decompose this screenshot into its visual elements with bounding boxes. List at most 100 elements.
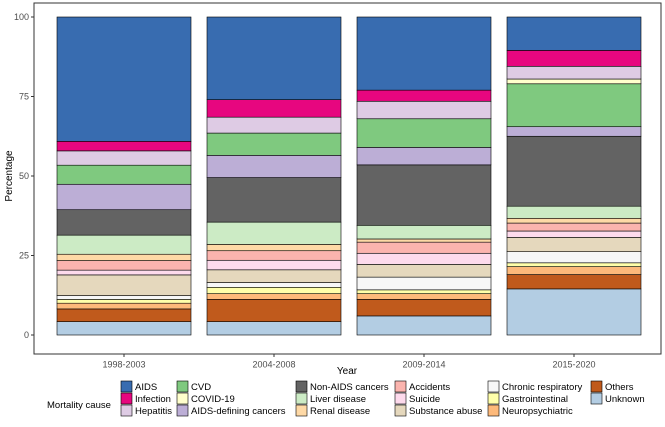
bars-layer <box>56 16 642 336</box>
bar-segment-aids-2015-2020 <box>506 16 642 51</box>
bar-segment-substance-abuse-2009-2014 <box>356 264 492 278</box>
legend-key-aids-defining-cancers <box>176 404 189 417</box>
bar-segment-cvd-2015-2020 <box>506 83 642 128</box>
bar-segment-gastrointestinal-2009-2014 <box>356 289 492 294</box>
bar-segment-unknown-2004-2008 <box>206 321 342 336</box>
legend-label-renal-disease: Renal disease <box>310 406 370 417</box>
y-tick-label: 100 <box>14 12 29 22</box>
legend-key-cvd <box>176 380 189 393</box>
legend-key-accidents <box>394 380 407 393</box>
legend-label-non-aids-cancers: Non-AIDS cancers <box>310 382 389 393</box>
bar-segment-aids-defining-cancers-2015-2020 <box>506 126 642 137</box>
bar-segment-suicide-2015-2020 <box>506 230 642 238</box>
legend-title: Mortality cause <box>47 400 111 411</box>
legend-key-hepatitis <box>120 404 133 417</box>
bar-segment-others-2015-2020 <box>506 274 642 290</box>
bar-segment-neuropsychiatric-2015-2020 <box>506 266 642 275</box>
x-tick-label: 2015-2020 <box>552 359 595 369</box>
y-tick-label: 25 <box>19 251 29 261</box>
bar-segment-infection-2009-2014 <box>356 89 492 102</box>
legend-key-unknown <box>590 392 603 405</box>
bar-segment-non-aids-cancers-2004-2008 <box>206 177 342 223</box>
bar-segment-covid-19-2015-2020 <box>506 78 642 85</box>
legend-label-liver-disease: Liver disease <box>310 394 366 405</box>
legend-key-renal-disease <box>295 404 308 417</box>
bar-segment-renal-disease-2015-2020 <box>506 217 642 224</box>
x-tick-label: 1998-2003 <box>102 359 145 369</box>
bar-segment-aids-2004-2008 <box>206 16 342 100</box>
legend-key-substance-abuse <box>394 404 407 417</box>
legend-label-hepatitis: Hepatitis <box>135 406 172 417</box>
bar-segment-hepatitis-2015-2020 <box>506 65 642 80</box>
legend-label-covid-19: COVID-19 <box>191 394 235 405</box>
legend-label-others: Others <box>605 382 634 393</box>
legend-label-suicide: Suicide <box>409 394 440 405</box>
y-tick-label: 75 <box>19 92 29 102</box>
bar-segment-liver-disease-2004-2008 <box>206 221 342 245</box>
bar-segment-cvd-1998-2003 <box>56 164 192 185</box>
bar-segment-aids-2009-2014 <box>356 16 492 91</box>
legend-key-others <box>590 380 603 393</box>
x-axis: 1998-2003 2004-2008 2009-2014 2015-2020 <box>102 354 596 369</box>
legend-key-liver-disease <box>295 392 308 405</box>
bar-segment-cvd-2009-2014 <box>356 118 492 148</box>
bar-segment-liver-disease-1998-2003 <box>56 234 192 255</box>
bar-segment-hepatitis-2009-2014 <box>356 100 492 120</box>
bar-segment-substance-abuse-1998-2003 <box>56 274 192 296</box>
legend-key-suicide <box>394 392 407 405</box>
y-tick-label: 50 <box>19 171 29 181</box>
bar-segment-accidents-2015-2020 <box>506 222 642 232</box>
bar-segment-cvd-2004-2008 <box>206 132 342 156</box>
bar-segment-accidents-1998-2003 <box>56 260 192 271</box>
bar-segment-unknown-1998-2003 <box>56 321 192 336</box>
bar-segment-liver-disease-2009-2014 <box>356 224 492 240</box>
bar-segment-suicide-2004-2008 <box>206 259 342 271</box>
legend-label-substance-abuse: Substance abuse <box>409 406 482 417</box>
bar-segment-liver-disease-2015-2020 <box>506 205 642 219</box>
bar-segment-aids-defining-cancers-1998-2003 <box>56 183 192 211</box>
legend-label-aids: AIDS <box>135 382 157 393</box>
bar-segment-substance-abuse-2004-2008 <box>206 269 342 283</box>
bar-segment-neuropsychiatric-2004-2008 <box>206 293 342 300</box>
y-tick-label: 0 <box>24 330 29 340</box>
legend-label-aids-defining-cancers: AIDS-defining cancers <box>191 406 286 417</box>
legend-key-aids <box>120 380 133 393</box>
bar-segment-others-2004-2008 <box>206 299 342 322</box>
bar-segment-suicide-2009-2014 <box>356 252 492 265</box>
legend-key-gastrointestinal <box>487 392 500 405</box>
bar-segment-accidents-2009-2014 <box>356 241 492 254</box>
bar-segment-non-aids-cancers-1998-2003 <box>56 209 192 236</box>
bar-segment-renal-disease-2009-2014 <box>356 238 492 243</box>
legend-key-neuropsychiatric <box>487 404 500 417</box>
bar-segment-aids-defining-cancers-2009-2014 <box>356 147 492 166</box>
bar-segment-others-1998-2003 <box>56 308 192 322</box>
bar-segment-gastrointestinal-2015-2020 <box>506 262 642 267</box>
legend-key-covid-19 <box>176 392 189 405</box>
y-axis-title: Percentage <box>4 150 15 202</box>
legend-key-chronic-respiratory <box>487 380 500 393</box>
bar-segment-unknown-2009-2014 <box>356 315 492 336</box>
bar-segment-infection-2015-2020 <box>506 50 642 67</box>
legend-label-neuropsychiatric: Neuropsychiatric <box>502 406 573 417</box>
x-tick-label: 2004-2008 <box>252 359 295 369</box>
legend-label-gastrointestinal: Gastrointestinal <box>502 394 568 405</box>
bar-segment-neuropsychiatric-2009-2014 <box>356 293 492 300</box>
bar-segment-hepatitis-2004-2008 <box>206 116 342 134</box>
bar-segment-others-2009-2014 <box>356 299 492 317</box>
bar-segment-chronic-respiratory-2004-2008 <box>206 282 342 288</box>
bar-segment-non-aids-cancers-2015-2020 <box>506 135 642 207</box>
bar-segment-aids-defining-cancers-2004-2008 <box>206 155 342 178</box>
bar-segment-renal-disease-1998-2003 <box>56 253 192 261</box>
bar-segment-accidents-2004-2008 <box>206 250 342 261</box>
x-axis-title: Year <box>337 366 358 377</box>
bar-segment-infection-1998-2003 <box>56 141 192 152</box>
bar-segment-chronic-respiratory-2015-2020 <box>506 251 642 264</box>
legend-key-non-aids-cancers <box>295 380 308 393</box>
bar-segment-substance-abuse-2015-2020 <box>506 237 642 252</box>
x-tick-label: 2009-2014 <box>402 359 445 369</box>
bar-segment-chronic-respiratory-2009-2014 <box>356 276 492 291</box>
bar-segment-non-aids-cancers-2009-2014 <box>356 164 492 226</box>
legend-label-unknown: Unknown <box>605 394 645 405</box>
